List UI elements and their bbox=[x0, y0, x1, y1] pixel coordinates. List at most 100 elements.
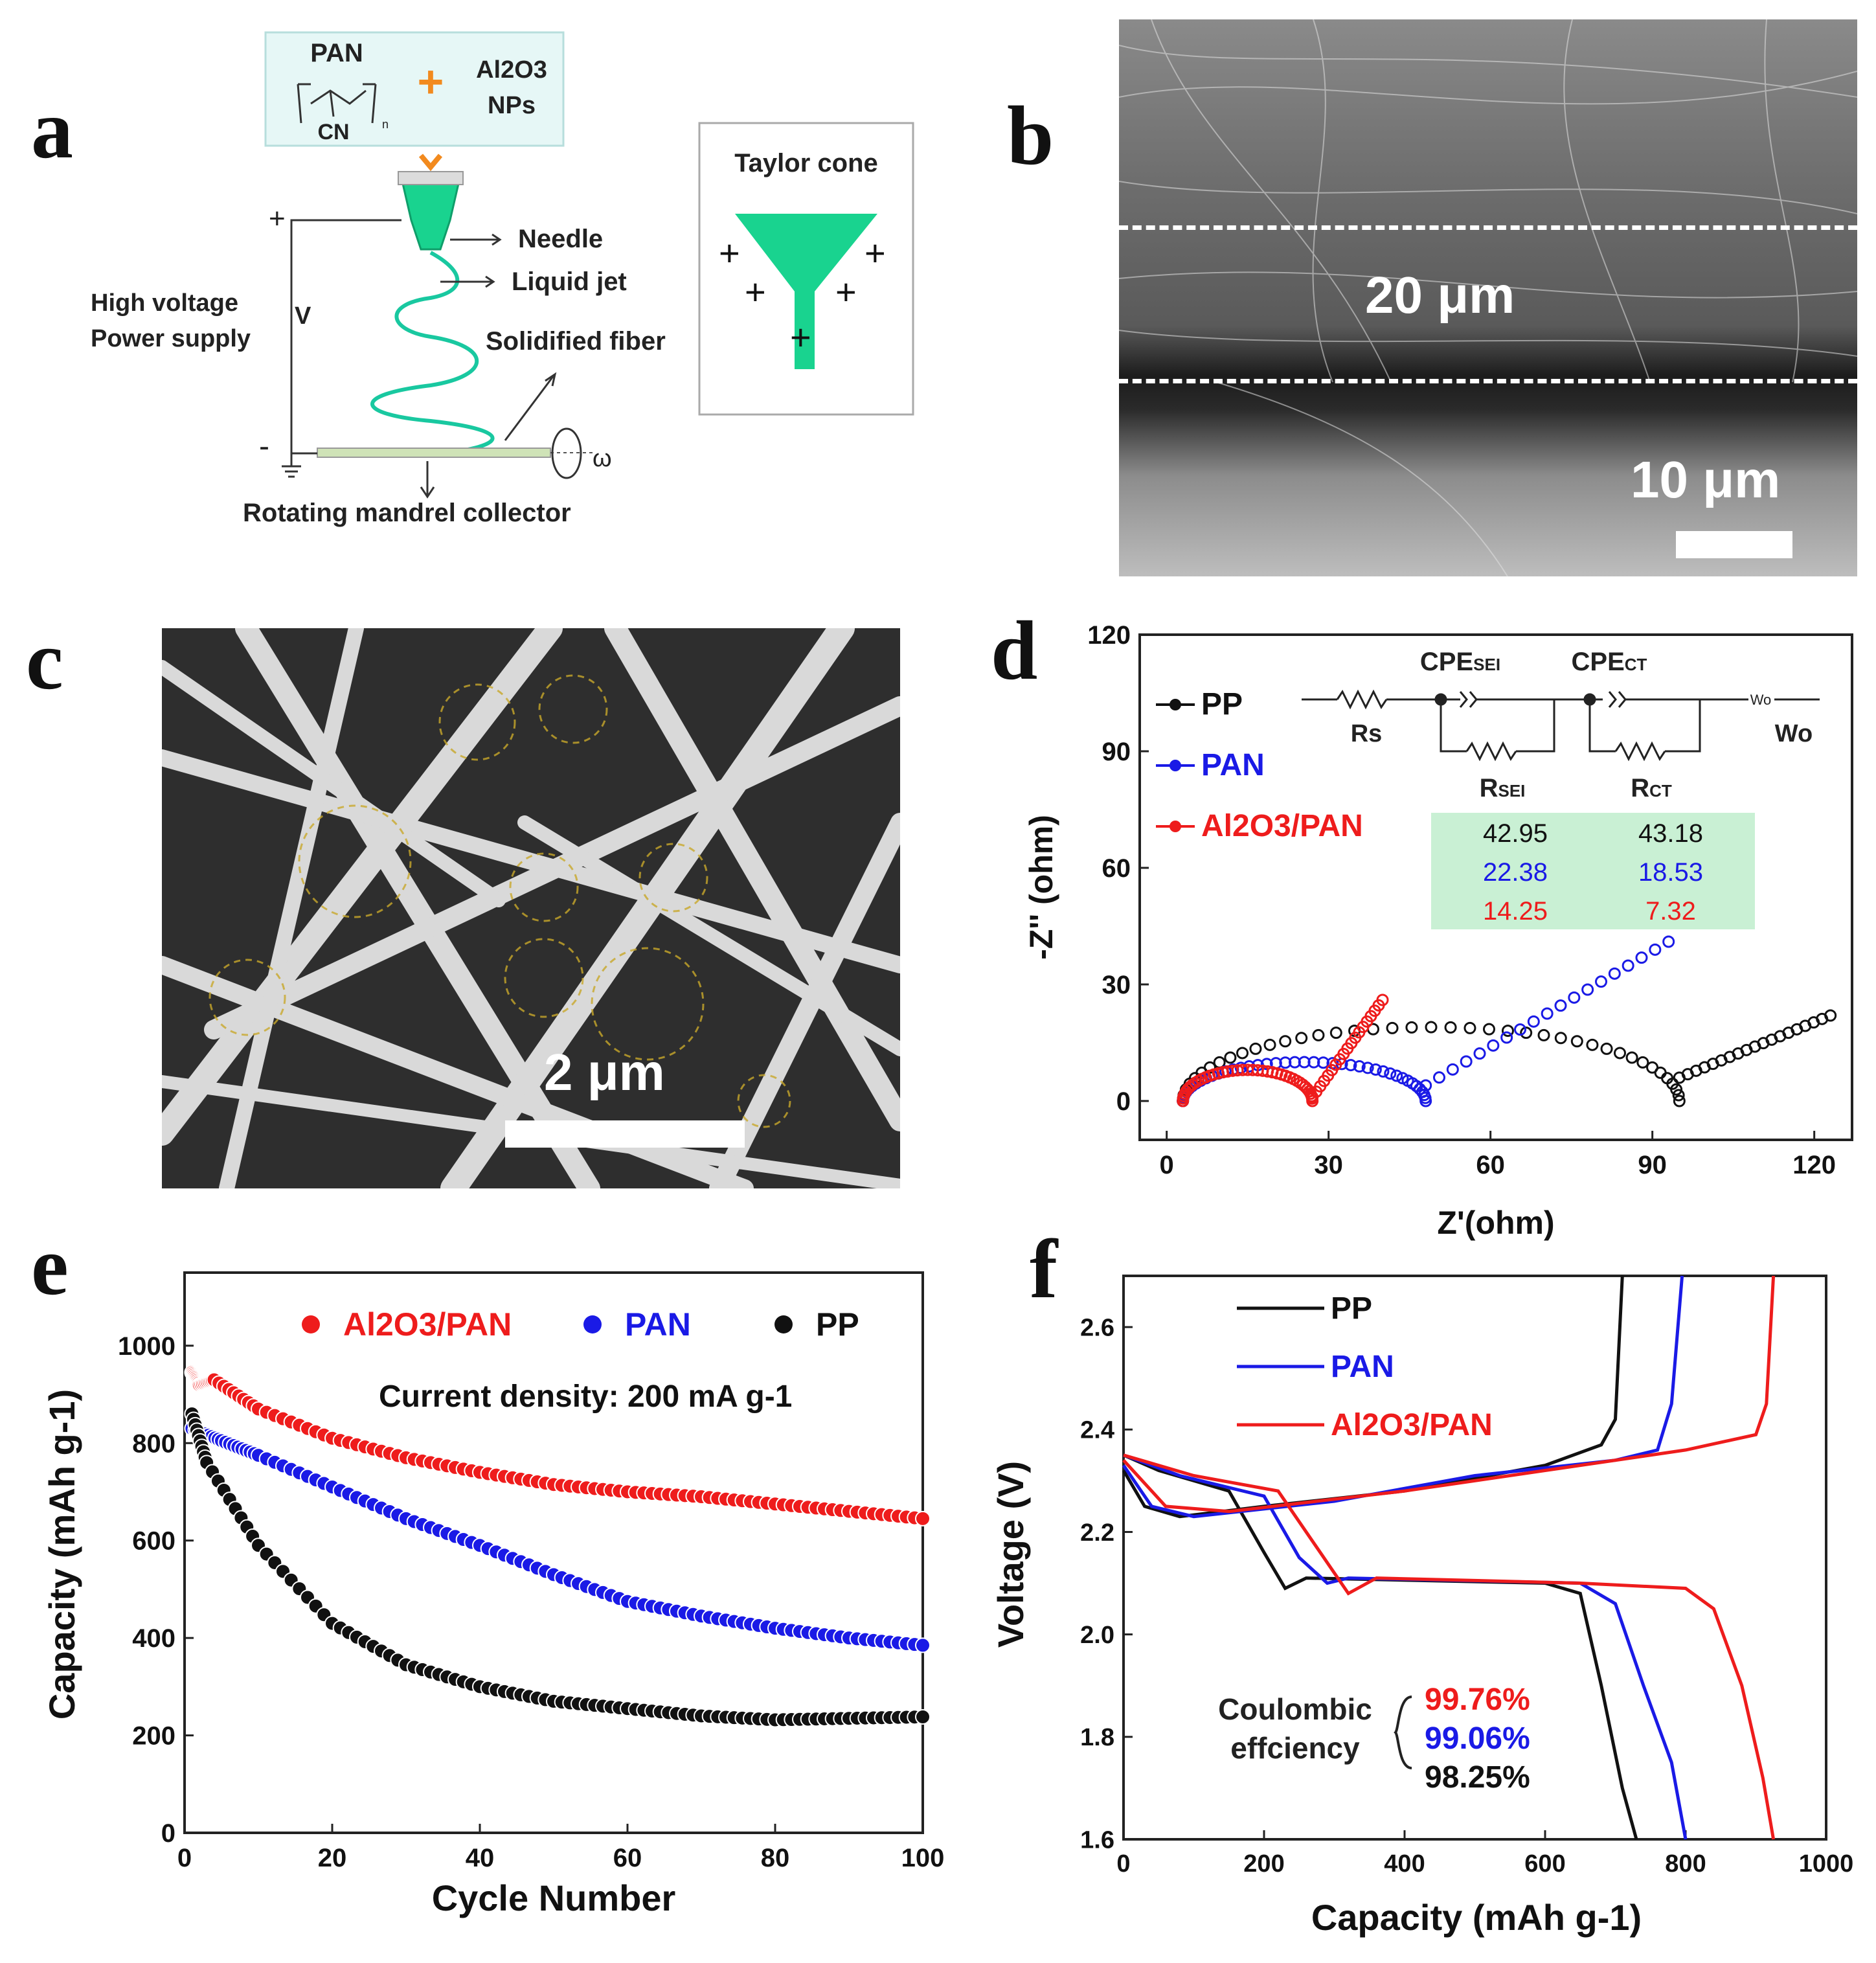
rs-label: Rs bbox=[1351, 720, 1383, 747]
data-point bbox=[1419, 1079, 1432, 1092]
data-point bbox=[1329, 1027, 1342, 1039]
data-point bbox=[1554, 999, 1567, 1012]
panel-label-c: c bbox=[26, 614, 63, 707]
y-tick-label: 800 bbox=[132, 1429, 175, 1458]
y-tick-label: 600 bbox=[132, 1527, 175, 1556]
data-point bbox=[1670, 1083, 1683, 1096]
data-point bbox=[1419, 1095, 1432, 1107]
data-point bbox=[1405, 1021, 1418, 1034]
omega-label: ω bbox=[593, 445, 612, 472]
data-point bbox=[1263, 1038, 1276, 1051]
y-tick-label: 90 bbox=[1102, 738, 1131, 766]
data-point bbox=[1537, 1028, 1550, 1041]
x-tick-label: 100 bbox=[901, 1844, 945, 1872]
panel-label-e: e bbox=[31, 1220, 69, 1313]
taylor-cone-title: Taylor cone bbox=[734, 149, 878, 177]
data-point bbox=[1390, 1069, 1403, 1082]
jet-arrow-icon bbox=[440, 275, 495, 288]
legend-marker-pan bbox=[1170, 760, 1181, 771]
series-group bbox=[1122, 1275, 1776, 1840]
current-density-label: Current density: 200 mA g-1 bbox=[379, 1379, 792, 1414]
r-sei-pan: 22.38 bbox=[1483, 858, 1548, 887]
data-point bbox=[1554, 1032, 1567, 1045]
coulombic-label-1: Coulombic bbox=[1218, 1692, 1372, 1726]
charge-2: + bbox=[865, 233, 886, 273]
data-point bbox=[1224, 1051, 1237, 1064]
wo-label: Wo bbox=[1775, 720, 1813, 747]
data-point bbox=[1376, 993, 1389, 1006]
ground-icon bbox=[282, 465, 301, 478]
thickness-bottom-line bbox=[1119, 379, 1857, 383]
taylor-cone-icon bbox=[735, 214, 877, 369]
cpe-ct-label: CPECT bbox=[1572, 648, 1647, 676]
data-point bbox=[1377, 1065, 1390, 1078]
r-ct-al2o3-pan: 7.32 bbox=[1645, 897, 1696, 925]
coulombic-label-2: effciency bbox=[1230, 1731, 1360, 1765]
data-point bbox=[1317, 1056, 1329, 1069]
y-tick-label: 60 bbox=[1102, 854, 1131, 883]
data-point bbox=[915, 1708, 931, 1725]
x-tick-label: 1000 bbox=[1799, 1850, 1854, 1878]
ce-pan: 99.06% bbox=[1425, 1721, 1530, 1756]
x-tick-label: 600 bbox=[1524, 1850, 1565, 1878]
x-tick-label: 30 bbox=[1314, 1151, 1343, 1179]
data-point bbox=[1600, 1042, 1613, 1055]
series-al bbox=[1177, 993, 1389, 1107]
data-point bbox=[1586, 1038, 1599, 1051]
nanofiber-network bbox=[162, 628, 900, 1188]
x-tick-label: 60 bbox=[1476, 1151, 1505, 1179]
warburg-icon: Wo bbox=[1750, 692, 1772, 708]
legend-pan: PAN bbox=[1331, 1350, 1394, 1384]
x-axis-label: Cycle Number bbox=[432, 1878, 676, 1918]
fit-table-background bbox=[1431, 813, 1755, 929]
legend-pan: PAN bbox=[625, 1306, 691, 1343]
sem-top-view: 2 μm bbox=[162, 628, 900, 1188]
y-tick-label: 0 bbox=[1116, 1087, 1131, 1116]
r-ct-pp: 43.18 bbox=[1638, 819, 1703, 848]
series-pp bbox=[1177, 1009, 1837, 1107]
y-tick-label: 2.0 bbox=[1080, 1622, 1114, 1649]
charge-4: + bbox=[835, 271, 857, 312]
scale-label: 10 μm bbox=[1631, 451, 1781, 508]
y-tick-label: 200 bbox=[132, 1722, 175, 1751]
y-tick-label: 120 bbox=[1087, 621, 1131, 650]
data-point bbox=[1581, 983, 1594, 996]
data-point bbox=[1622, 959, 1634, 972]
pan-label: PAN bbox=[310, 39, 363, 67]
series-pp bbox=[184, 1406, 931, 1728]
data-point bbox=[1500, 1031, 1513, 1044]
scale-bar bbox=[1676, 531, 1792, 558]
data-point bbox=[1464, 1021, 1476, 1034]
curve-al-charge bbox=[1122, 1275, 1776, 1514]
liquid-jet-spiral bbox=[370, 251, 495, 455]
plot-frame bbox=[183, 1271, 924, 1834]
data-point bbox=[1501, 1025, 1514, 1038]
ce-al2o3-pan: 99.76% bbox=[1425, 1683, 1530, 1717]
plus-icon: + bbox=[418, 56, 444, 107]
panel-label-b: b bbox=[1007, 89, 1054, 183]
thickness-top-line bbox=[1119, 225, 1857, 230]
ce-pp: 98.25% bbox=[1425, 1760, 1530, 1795]
x-tick-label: 20 bbox=[318, 1844, 347, 1872]
data-point bbox=[1662, 935, 1675, 948]
precursor-box bbox=[264, 31, 565, 147]
fiber-arrow-icon bbox=[504, 372, 557, 441]
series-pan bbox=[184, 1420, 931, 1653]
curve-pan-charge bbox=[1122, 1275, 1684, 1519]
x-tick-label: 200 bbox=[1243, 1850, 1284, 1878]
legend: PP PAN Al2O3/PAN bbox=[1156, 687, 1363, 843]
data-point bbox=[1473, 1047, 1486, 1060]
data-point bbox=[1570, 1035, 1583, 1048]
legend-al2o3-pan: Al2O3/PAN bbox=[1331, 1408, 1493, 1442]
fiber-texture bbox=[1119, 19, 1857, 576]
x-tick-label: 0 bbox=[1160, 1151, 1174, 1179]
panel-label-a: a bbox=[31, 83, 73, 176]
legend-al2o3-pan: Al2O3/PAN bbox=[343, 1306, 512, 1343]
collector-plate bbox=[317, 448, 551, 458]
needle-arrow-icon bbox=[450, 233, 502, 246]
legend-pp: PP bbox=[1201, 687, 1243, 721]
data-point bbox=[1672, 1089, 1685, 1102]
data-point bbox=[1568, 991, 1581, 1004]
equivalent-circuit bbox=[1302, 689, 1820, 762]
